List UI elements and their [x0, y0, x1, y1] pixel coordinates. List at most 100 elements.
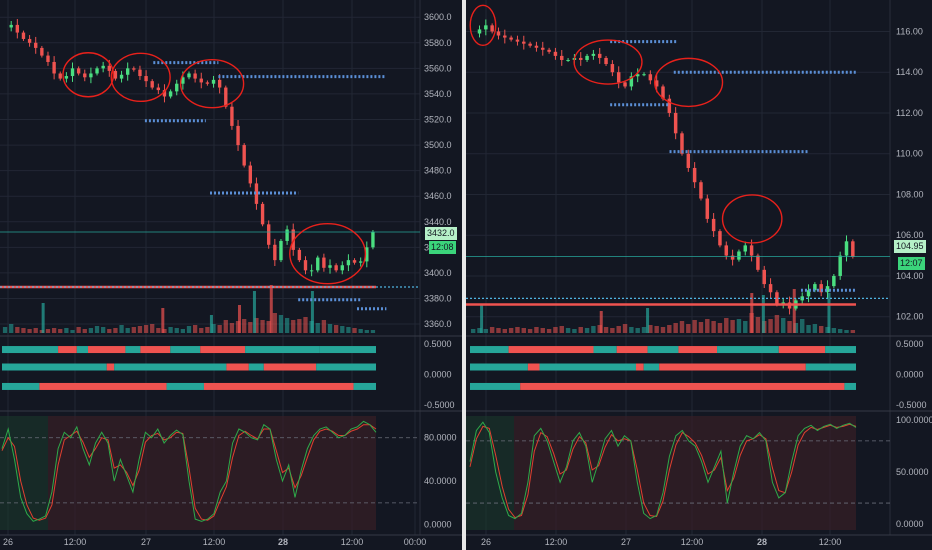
candle-body: [126, 68, 130, 75]
candle-body: [724, 245, 729, 256]
indicator-bar-segment: [647, 346, 679, 354]
volume-bar: [370, 330, 376, 333]
volume-bar: [622, 324, 628, 333]
candle-body: [168, 91, 173, 97]
candle-body: [610, 64, 615, 73]
candle-body: [254, 183, 259, 204]
candle-body: [806, 290, 811, 297]
indicator-bar-segment: [659, 363, 806, 371]
indicator-bar-segment: [200, 346, 246, 354]
volume-bar: [578, 327, 583, 333]
volume-bar: [743, 321, 748, 333]
volume-bar: [113, 328, 118, 333]
candle-body: [371, 232, 375, 248]
volume-bar: [610, 328, 615, 333]
candle-body: [34, 42, 38, 48]
x-tick-label: 27: [141, 537, 151, 547]
indicator-bar-segment: [58, 346, 77, 354]
volume-bar: [254, 318, 259, 333]
candle-body: [553, 51, 558, 56]
candle-body: [334, 265, 338, 271]
candle-body: [236, 125, 240, 146]
volume-bar: [527, 329, 533, 333]
candle-body: [297, 249, 302, 261]
volume-bar: [229, 323, 235, 333]
candle-body: [680, 133, 684, 154]
volume-bar: [546, 329, 552, 333]
volume-bar: [45, 329, 51, 333]
volume-bar: [768, 319, 773, 333]
indicator-bar-segment: [248, 363, 264, 371]
candle-body: [358, 261, 363, 263]
volume-bar: [21, 328, 26, 333]
candle-body: [654, 80, 659, 87]
oscillator-y-tick-label: 100.0000: [896, 415, 932, 425]
candle-body: [597, 53, 602, 58]
volume-bar: [660, 327, 666, 333]
volume-bar: [470, 329, 476, 333]
left-chart-panel[interactable]: 3600.0 3580.0 3560.0 3540.0 3520.0 3500.0 3480…: [0, 0, 462, 550]
candle-body: [591, 53, 596, 56]
x-tick-label: 12:00: [819, 537, 842, 547]
volume-bar: [730, 320, 735, 333]
volume-bar: [787, 321, 792, 333]
candle-body: [756, 255, 760, 270]
volume-bar: [806, 325, 811, 333]
candle-body: [113, 70, 118, 79]
y-tick-label: 116.00: [896, 26, 923, 36]
volume-bar: [477, 328, 482, 333]
right-chart-panel[interactable]: 116.00 114.00 112.00 110.00 108.00 106.00 104.…: [466, 0, 932, 550]
volume-bar: [101, 327, 106, 333]
indicator-bar-segment: [470, 346, 509, 354]
volume-bar: [9, 324, 14, 333]
volume-bar: [272, 313, 277, 333]
y-tick-label: 3400.0: [424, 268, 452, 278]
volume-bar: [217, 325, 222, 333]
candle-body: [9, 24, 13, 28]
volume-bar: [584, 328, 590, 333]
indicator-bar-segment: [140, 346, 171, 354]
indicator-bar-segment: [593, 346, 617, 354]
candle-body: [673, 112, 678, 134]
candle-body: [260, 203, 265, 225]
volume-spike-bar: [827, 293, 831, 333]
x-tick-label: 28: [278, 537, 288, 547]
indicator-bar-segment: [825, 346, 856, 354]
volume-spike-bar: [252, 291, 256, 333]
indicator-bar-segment: [717, 346, 779, 354]
candle-body: [749, 245, 754, 256]
volume-bar: [334, 325, 339, 333]
oscillator-y-tick-label: 80.0000: [424, 433, 457, 443]
volume-bar: [64, 328, 69, 333]
volume-bar: [211, 324, 216, 333]
candle-body: [484, 25, 488, 30]
candle-body: [629, 76, 634, 87]
volume-bar: [572, 329, 577, 333]
annotation-circle: [110, 52, 171, 103]
candle-body: [851, 241, 855, 257]
candle-body: [95, 68, 99, 74]
volume-bar: [2, 327, 8, 333]
y-tick-label: 3500.0: [424, 140, 452, 150]
volume-spike-bar: [761, 295, 765, 333]
volume-bar: [15, 327, 20, 333]
volume-bar: [321, 320, 327, 333]
x-tick-label: 26: [3, 537, 13, 547]
oscillator-y-tick-label: 40.0000: [424, 476, 457, 486]
candle-body: [352, 260, 357, 263]
indicator-y-tick-label: 0.0000: [424, 370, 452, 380]
volume-bar: [692, 320, 697, 333]
indicator-bar-segment: [635, 363, 644, 371]
oscillator-y-tick-label: 50.0000: [896, 467, 929, 477]
candle-body: [705, 198, 710, 219]
annotation-circle: [62, 52, 115, 98]
volume-bar: [327, 324, 333, 333]
volume-bar: [831, 328, 837, 333]
volume-bar: [107, 329, 112, 333]
candle-body: [718, 231, 722, 246]
candle-body: [316, 257, 320, 271]
candle-body: [150, 81, 154, 88]
left-chart-svg: 3600.0 3580.0 3560.0 3540.0 3520.0 3500.0 3480…: [0, 0, 462, 547]
candle-body: [21, 32, 26, 39]
volume-spike-bar: [750, 293, 754, 333]
